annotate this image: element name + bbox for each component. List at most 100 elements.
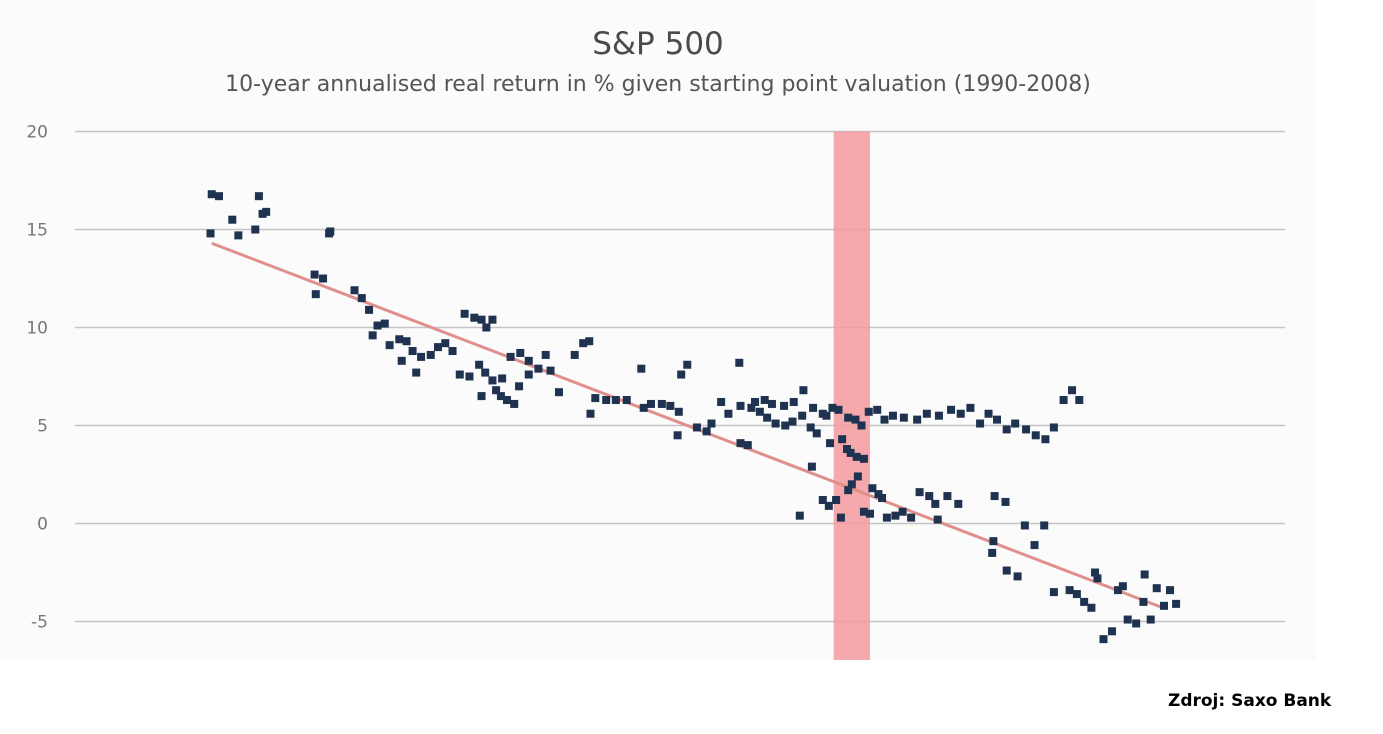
data-point (611, 396, 620, 405)
data-point (524, 356, 533, 365)
data-point (812, 429, 821, 438)
data-point (207, 190, 216, 199)
data-point (502, 396, 511, 405)
data-point (586, 409, 595, 418)
data-point (847, 480, 856, 489)
data-point (1166, 586, 1175, 595)
data-point (832, 495, 841, 504)
data-point (397, 356, 406, 365)
data-point (357, 294, 366, 303)
data-point (206, 229, 215, 238)
data-point (857, 421, 866, 430)
data-point (228, 215, 237, 224)
data-point (984, 409, 993, 418)
data-point (735, 358, 744, 367)
data-point (1087, 603, 1096, 612)
data-point (412, 368, 421, 377)
highlight-band (833, 131, 870, 660)
data-point (426, 350, 435, 359)
data-point (724, 409, 733, 418)
data-point (853, 472, 862, 481)
data-point (448, 347, 457, 356)
data-point (1041, 435, 1050, 444)
grid-lines (75, 130, 1285, 623)
data-point (1030, 541, 1039, 550)
data-point (818, 495, 827, 504)
data-point (657, 399, 666, 408)
data-point (717, 397, 726, 406)
data-point (373, 321, 382, 330)
data-point (515, 382, 524, 391)
y-tick-label: 10 (26, 319, 48, 339)
data-point (966, 403, 975, 412)
trendline (211, 241, 1164, 610)
y-tick-label: 5 (37, 417, 48, 437)
data-point (954, 499, 963, 508)
data-point (1031, 431, 1040, 440)
data-point (988, 548, 997, 557)
data-point (755, 407, 764, 416)
data-point (368, 331, 377, 340)
data-point (743, 441, 752, 450)
data-point (488, 376, 497, 385)
data-point (702, 427, 711, 436)
data-point (477, 315, 486, 324)
data-point (1140, 570, 1149, 579)
data-point (541, 350, 550, 359)
data-point (460, 309, 469, 318)
data-point (763, 413, 772, 422)
data-point (1059, 396, 1068, 405)
data-point (822, 411, 831, 420)
data-point (1072, 590, 1081, 599)
data-point (807, 462, 816, 471)
data-point (925, 492, 934, 501)
data-point (311, 290, 320, 299)
data-point (482, 323, 491, 332)
data-point (481, 368, 490, 377)
data-point (907, 513, 916, 522)
y-tick-label: 20 (26, 123, 48, 143)
data-point (1001, 497, 1010, 506)
data-point (798, 411, 807, 420)
chart-panel (0, 0, 1316, 660)
data-point (1065, 586, 1074, 595)
data-point (585, 337, 594, 346)
data-point (646, 399, 655, 408)
data-point (417, 352, 426, 361)
y-tick-label: -5 (31, 613, 48, 633)
data-point (570, 350, 579, 359)
data-point (915, 488, 924, 497)
data-point (385, 341, 394, 350)
data-point (258, 209, 267, 218)
data-point (989, 537, 998, 546)
data-point (1011, 419, 1020, 428)
data-point (1132, 619, 1141, 628)
data-point (591, 394, 600, 403)
data-point (956, 409, 965, 418)
trendline-layer (211, 241, 1164, 610)
data-point (1107, 627, 1116, 636)
data-point (639, 403, 648, 412)
data-point (736, 401, 745, 410)
data-point (1093, 574, 1102, 583)
data-point (828, 403, 837, 412)
data-point (852, 452, 861, 461)
data-point (1040, 521, 1049, 530)
data-point (534, 364, 543, 373)
data-point (1118, 582, 1127, 591)
data-point (1002, 566, 1011, 575)
data-point (767, 399, 776, 408)
data-point (673, 431, 682, 440)
data-point (943, 492, 952, 501)
data-point (899, 413, 908, 422)
data-point (873, 405, 882, 414)
data-point (455, 370, 464, 379)
data-point (488, 315, 497, 324)
data-point (1091, 568, 1100, 577)
data-point (933, 515, 942, 524)
data-point (781, 421, 790, 430)
data-point (666, 401, 675, 410)
data-point (771, 419, 780, 428)
data-point (1075, 396, 1084, 405)
data-point (931, 499, 940, 508)
